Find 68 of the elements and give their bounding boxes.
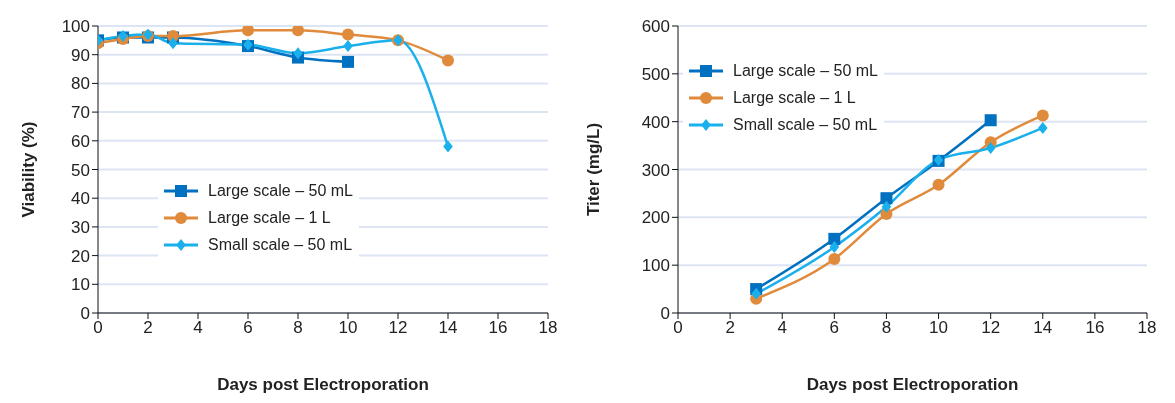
y-tick-label: 200: [641, 208, 670, 228]
y-tick-label: 400: [641, 112, 670, 132]
y-tick-label: 60: [71, 131, 90, 151]
x-tick-label: 2: [725, 318, 735, 338]
x-tick-label: 14: [1033, 318, 1053, 338]
x-axis-title: Days post Electroporation: [217, 375, 429, 394]
x-tick-label: 16: [488, 318, 508, 338]
x-tick-label: 16: [1085, 318, 1105, 338]
point: [751, 287, 761, 300]
legend-label: Small scale – 50 mL: [733, 115, 878, 134]
point: [242, 26, 254, 37]
point: [1037, 121, 1048, 134]
x-axis-title: Days post Electroporation: [806, 375, 1019, 394]
point: [1036, 109, 1049, 122]
y-tick-label: 40: [71, 189, 90, 209]
x-tick-label: 4: [193, 318, 203, 338]
y-tick-label: 50: [71, 160, 90, 180]
y-axis-title: Titer (mg/L): [584, 122, 604, 217]
x-tick-label: 6: [243, 318, 253, 338]
y-tick-label: 500: [641, 64, 670, 84]
x-tick-label: 8: [293, 318, 303, 338]
y-tick-label: 600: [641, 17, 670, 37]
legend-label: Large scale – 50 mL: [208, 181, 353, 200]
point: [881, 200, 892, 213]
y-tick-label: 10: [71, 275, 90, 295]
y-tick-label: 90: [71, 45, 90, 65]
x-tick-label: 4: [777, 318, 787, 338]
point: [829, 240, 840, 253]
point: [828, 232, 841, 245]
legend-label: Large scale – 1 L: [733, 88, 856, 107]
point: [293, 47, 303, 60]
legend-label: Small scale – 50 mL: [208, 235, 353, 254]
x-tick-label: 8: [881, 318, 892, 338]
point: [342, 28, 354, 41]
y-tick-label: 70: [71, 103, 90, 123]
y-tick-label: 0: [80, 304, 90, 324]
legend-label: Large scale – 1 L: [208, 208, 331, 227]
point: [828, 252, 841, 265]
x-tick-label: 6: [829, 318, 840, 338]
x-tick-label: 14: [438, 318, 458, 338]
x-tick-label: 0: [93, 318, 103, 338]
point: [985, 141, 996, 154]
x-tick-label: 10: [929, 318, 949, 338]
x-tick-label: 12: [388, 318, 408, 338]
x-tick-label: 2: [143, 318, 153, 338]
x-tick-label: 12: [981, 318, 1001, 338]
y-tick-label: 100: [641, 256, 670, 276]
y-tick-label: 80: [71, 74, 90, 94]
y-tick-label: 20: [71, 246, 90, 266]
x-tick-label: 18: [1137, 318, 1157, 338]
y-tick-label: 30: [71, 217, 90, 237]
legend-label: Large scale – 50 mL: [733, 61, 878, 80]
point: [168, 37, 178, 50]
y-tick-label: 300: [641, 160, 670, 180]
x-tick-label: 10: [338, 318, 358, 338]
point: [442, 54, 454, 67]
point: [342, 55, 354, 68]
point: [984, 114, 997, 127]
y-tick-label: 0: [660, 304, 670, 324]
point: [880, 192, 893, 205]
point: [443, 140, 453, 153]
x-tick-label: 0: [673, 318, 683, 338]
point: [343, 40, 353, 53]
point: [932, 178, 945, 191]
y-axis-title: Viability (%): [19, 121, 39, 218]
point: [292, 26, 304, 37]
y-tick-label: 100: [61, 17, 90, 37]
x-tick-label: 18: [538, 318, 558, 338]
